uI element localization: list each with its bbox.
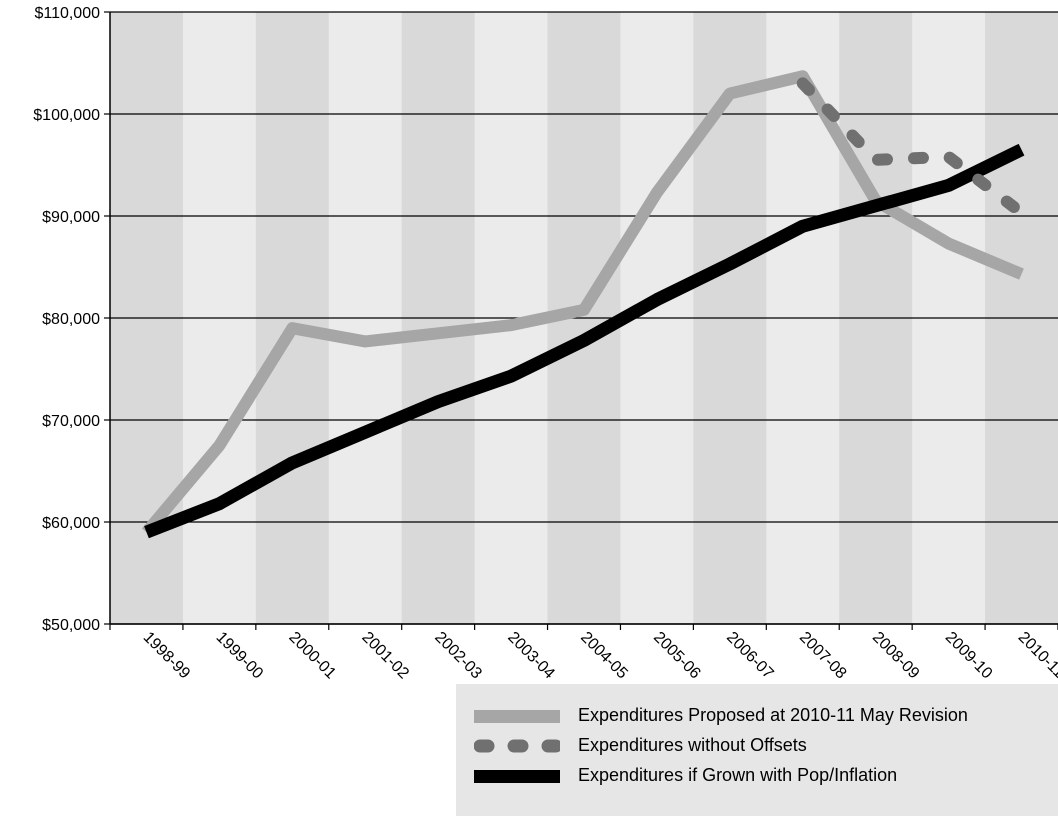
legend-item-grown: Expenditures if Grown with Pop/Inflation [456, 760, 1058, 790]
x-tick-label: 2007-08 [796, 629, 850, 683]
legend-label-proposed: Expenditures Proposed at 2010-11 May Rev… [578, 705, 968, 725]
y-tick-label: $50,000 [42, 617, 100, 634]
y-axis-tick-labels: $50,000 $60,000 $70,000 $80,000 $90,000 $100,… [33, 5, 100, 634]
series-layer [141, 70, 1028, 539]
series-line-1 [796, 77, 1028, 219]
legend-item-proposed: Expenditures Proposed at 2010-11 May Rev… [456, 700, 1058, 730]
legend-swatch-grown [474, 770, 560, 783]
y-tick-label: $90,000 [42, 209, 100, 226]
x-tick-label: 2006-07 [723, 629, 777, 683]
series-line-2 [144, 143, 1025, 539]
y-tick-label: $80,000 [42, 311, 100, 328]
x-tick-label: 2010-11 [1015, 629, 1058, 682]
x-tick-label: 1999-00 [213, 629, 267, 683]
x-tick-label: 2000-01 [285, 629, 339, 683]
y-tick-label: $100,000 [33, 107, 100, 124]
x-axis-tick-labels: 1998-99 1999-00 2000-01 2001-02 2002-03 2003-… [140, 629, 1058, 683]
y-tick-label: $60,000 [42, 515, 100, 532]
legend-label-grown: Expenditures if Grown with Pop/Inflation [578, 765, 898, 785]
line-chart: $50,000 $60,000 $70,000 $80,000 $90,000 $100,… [33, 5, 1058, 683]
x-tick-label: 2001-02 [358, 629, 412, 683]
legend: Expenditures Proposed at 2010-11 May Rev… [456, 684, 1058, 816]
x-tick-label: 2009-10 [942, 629, 996, 683]
x-tick-label: 2002-03 [431, 629, 485, 683]
x-tick-label: 2008-09 [869, 629, 923, 683]
legend-swatch-proposed [474, 710, 560, 723]
x-tick-label: 2003-04 [504, 629, 558, 683]
axes [109, 12, 1058, 630]
x-tick-label: 1998-99 [140, 629, 194, 683]
x-tick-label: 2004-05 [577, 629, 631, 683]
legend-swatch-without-offsets [474, 739, 560, 753]
legend-label-without-offsets: Expenditures without Offsets [578, 735, 807, 755]
y-tick-label: $110,000 [34, 5, 100, 22]
y-tick-label: $70,000 [42, 413, 100, 430]
legend-item-without-offsets: Expenditures without Offsets [456, 730, 1058, 760]
x-tick-label: 2005-06 [650, 629, 704, 683]
